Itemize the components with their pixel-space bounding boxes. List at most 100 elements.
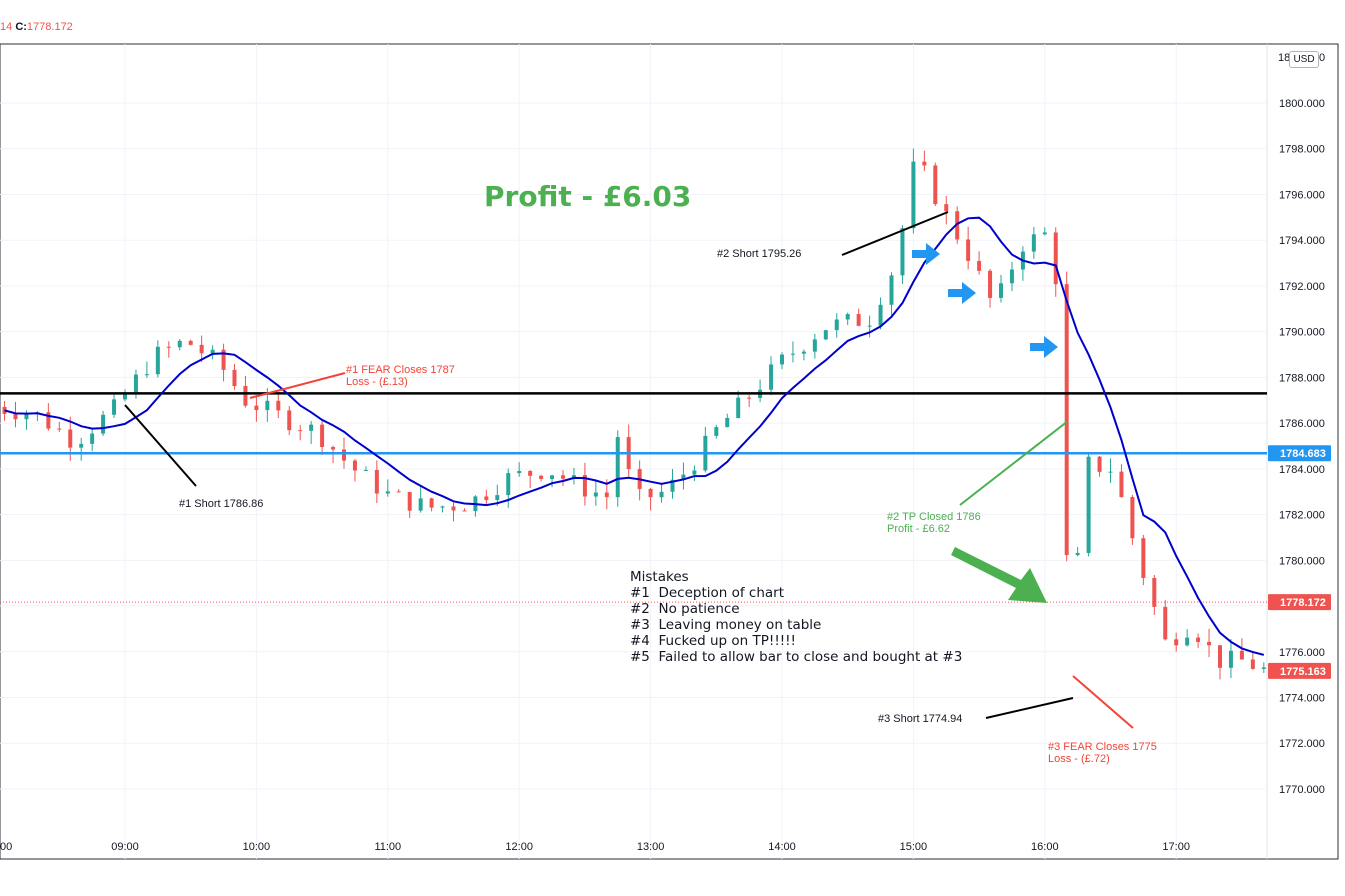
price-label: 1775.163 <box>1280 666 1326 678</box>
y-tick-label: 18 <box>1278 52 1290 64</box>
candle-body <box>440 506 445 508</box>
y-tick-label: 0 <box>1319 52 1325 64</box>
candle-body <box>593 492 598 497</box>
candle-body <box>1108 471 1113 473</box>
candle-body <box>561 475 565 479</box>
candle-body <box>1031 234 1036 252</box>
candle-body <box>495 495 500 501</box>
candle-body <box>287 410 292 431</box>
candle-body <box>1218 645 1222 668</box>
candle-body <box>309 424 314 431</box>
candle-body <box>1130 496 1135 539</box>
candle-body <box>133 374 138 394</box>
candle-body <box>1163 606 1168 640</box>
fear1-title: #1 FEAR Closes 1787 <box>346 364 455 376</box>
candle-body <box>155 346 160 375</box>
short3-line <box>985 697 1074 719</box>
candle-body <box>363 469 368 471</box>
candle-body <box>571 475 576 479</box>
price-label-bg <box>1268 594 1331 611</box>
candle-body <box>648 488 653 498</box>
candle-body <box>856 314 861 326</box>
y-tick-label: 1782.000 <box>1279 510 1325 522</box>
blue-arrow <box>1030 336 1058 358</box>
y-tick-label: 1780.000 <box>1279 555 1325 567</box>
candle-body <box>221 349 226 370</box>
x-tick-label: 13:00 <box>637 841 665 853</box>
y-axis: 1770.0001772.0001774.0001776.0001778.000… <box>1278 52 1325 796</box>
candle-body <box>112 399 117 415</box>
blue-arrow <box>948 282 976 304</box>
candle-body <box>845 314 850 320</box>
blue-arrow <box>912 243 940 265</box>
candle-body <box>243 386 248 406</box>
candle-body <box>1141 538 1146 578</box>
candle-body <box>823 330 828 340</box>
candle-body <box>79 443 84 448</box>
candle-body <box>933 165 938 205</box>
candle-body <box>13 413 18 420</box>
candle-body <box>144 374 149 376</box>
x-axis: 00 09:00 10:00 11:00 12:00 13:00 14:00 15:00 16:… <box>0 841 1190 853</box>
candle-body <box>429 498 434 508</box>
candle-body <box>1239 650 1244 660</box>
candle-body <box>101 414 106 434</box>
candle-body <box>988 270 993 298</box>
candle-body <box>506 473 511 496</box>
y-tick-label: 1776.000 <box>1279 647 1325 659</box>
candle-body <box>407 492 412 511</box>
y-tick-label: 1770.000 <box>1279 784 1325 796</box>
x-tick-label: 16:00 <box>1031 841 1059 853</box>
candle-body <box>604 492 609 498</box>
x-tick-label: 09:00 <box>111 841 139 853</box>
candle-body <box>582 475 587 497</box>
candle-body <box>1228 650 1233 668</box>
x-tick-label: 14:00 <box>768 841 796 853</box>
candle-body <box>867 325 872 327</box>
candle-body <box>1261 667 1266 669</box>
short3-label: #3 Short 1774.94 <box>878 713 962 725</box>
candle-body <box>769 364 774 390</box>
candle-body <box>878 304 883 326</box>
y-tick-label: 1796.000 <box>1279 189 1325 201</box>
candle-body <box>352 460 357 471</box>
candle-body <box>68 429 73 448</box>
fear3-loss: Loss - (£.72) <box>1048 753 1110 765</box>
candle-body <box>1152 577 1157 607</box>
candle-body <box>780 354 784 365</box>
ohlc-prefix: 14 <box>0 21 13 33</box>
candle-body <box>1009 269 1014 284</box>
candle-body <box>955 211 960 240</box>
short2-line <box>841 211 949 256</box>
drawings: #1 Short 1786.86#1 FEAR Closes 1787Loss … <box>124 211 1157 765</box>
moving-average <box>4 216 1265 656</box>
candle-body <box>1207 641 1212 646</box>
candle-body <box>615 437 620 498</box>
price-labels: 1784.683 1778.172 1775.163 <box>1268 445 1331 679</box>
short2-label: #2 Short 1795.26 <box>717 248 801 260</box>
y-tick-label: 1790.000 <box>1279 327 1325 339</box>
currency-badge[interactable]: USD <box>1289 51 1319 68</box>
candle-body <box>1097 456 1102 472</box>
ema-line <box>4 216 1265 656</box>
chart-frame <box>0 43 1339 860</box>
short1-label: #1 Short 1786.86 <box>179 498 263 510</box>
candle-body <box>210 349 215 354</box>
candle-body <box>396 491 401 493</box>
x-tick-label: 15:00 <box>900 841 928 853</box>
candle-body <box>517 470 522 474</box>
candle-body <box>2 406 7 414</box>
fear1-loss: Loss - (£.13) <box>346 376 408 388</box>
candle-body <box>265 400 270 411</box>
short1-line <box>124 404 197 487</box>
mistakes-line: Mistakes <box>630 569 689 585</box>
tp2-title: #2 TP Closed 1786 <box>887 511 981 523</box>
candle-body <box>374 469 379 494</box>
y-tick-label: 1792.000 <box>1279 281 1325 293</box>
candle-body <box>1185 637 1190 646</box>
candle-body <box>177 340 182 348</box>
candle-body <box>46 412 51 429</box>
y-tick-label: 1800.000 <box>1279 98 1325 110</box>
candle-body <box>320 424 325 447</box>
